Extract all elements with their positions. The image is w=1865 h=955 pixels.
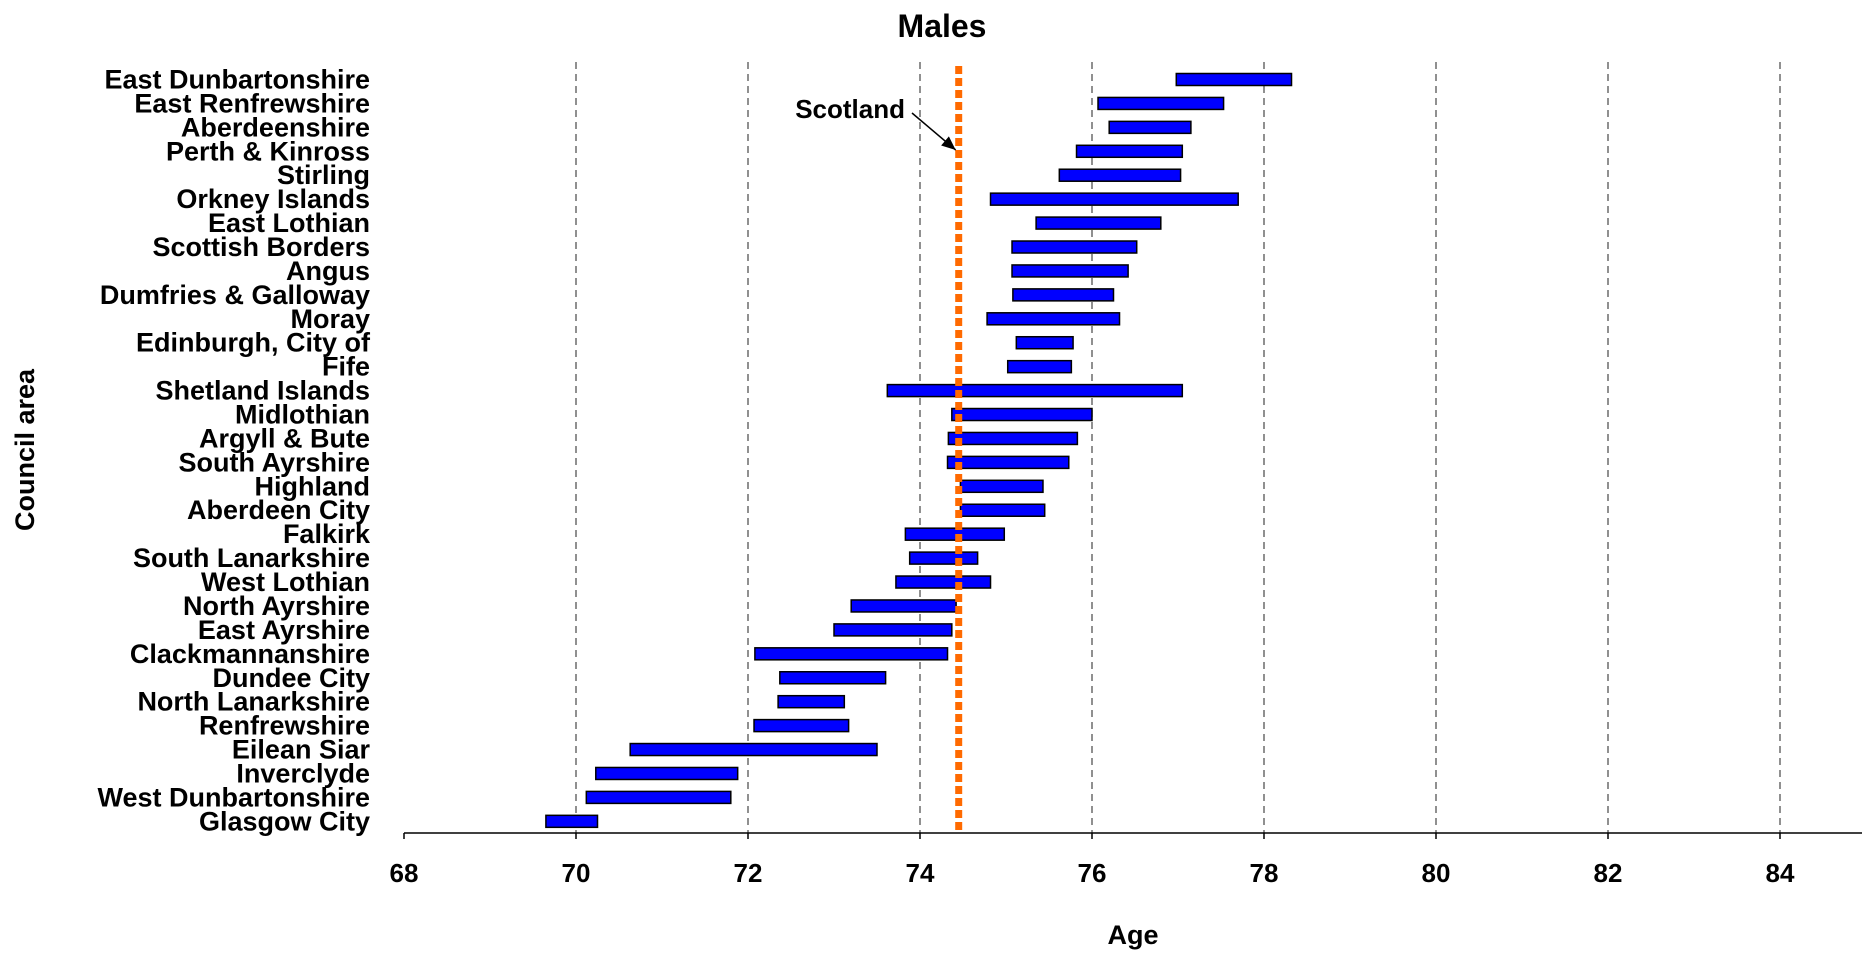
x-tick-label: 84	[1766, 858, 1795, 888]
bars	[545, 72, 1293, 829]
category-label: East Renfrewshire	[134, 88, 370, 118]
range-bar	[850, 599, 957, 613]
chart-title: Males	[898, 8, 987, 44]
range-bar	[986, 312, 1121, 326]
x-axis-title: Age	[1107, 920, 1158, 950]
category-label: Perth & Kinross	[166, 136, 370, 166]
range-bar	[1108, 120, 1192, 135]
category-label: South Lanarkshire	[133, 543, 370, 573]
reference-line-group: Scotland	[795, 66, 963, 830]
category-label: Eilean Siar	[232, 735, 371, 765]
category-label: Edinburgh, City of	[136, 328, 371, 358]
range-bar	[585, 790, 732, 805]
range-bar	[895, 575, 992, 589]
range-bar	[629, 742, 878, 757]
x-tick-label: 72	[734, 858, 763, 888]
range-bar	[946, 455, 1070, 470]
range-bar	[1015, 335, 1074, 350]
range-bar	[1006, 359, 1073, 374]
category-label: Argyll & Bute	[199, 423, 370, 453]
range-bar	[833, 623, 953, 637]
category-label: Moray	[290, 304, 370, 334]
range-bar	[1012, 288, 1115, 302]
category-label: Orkney Islands	[176, 184, 370, 214]
x-tick-label: 74	[906, 858, 935, 888]
category-label: Midlothian	[235, 400, 370, 430]
gridlines	[575, 62, 1781, 833]
range-bar	[989, 192, 1239, 206]
range-bar	[904, 527, 1006, 541]
x-tick-label: 76	[1078, 858, 1107, 888]
range-bar	[1175, 72, 1293, 87]
category-label: Renfrewshire	[199, 711, 370, 741]
x-tick-label: 78	[1250, 858, 1279, 888]
category-label: North Lanarkshire	[137, 687, 370, 717]
category-label: Angus	[286, 256, 370, 286]
y-axis-title: Council area	[10, 368, 40, 531]
range-bar	[1011, 264, 1129, 278]
category-label: South Ayrshire	[178, 447, 370, 477]
reference-line-label: Scotland	[795, 94, 905, 124]
range-bar	[779, 671, 887, 685]
range-bar	[959, 503, 1046, 517]
category-label: West Dunbartonshire	[97, 782, 370, 812]
range-bar	[1011, 240, 1138, 254]
range-bar	[959, 479, 1044, 494]
category-label: Dumfries & Galloway	[100, 280, 370, 310]
category-label: East Dunbartonshire	[104, 65, 370, 95]
range-bar	[595, 766, 739, 781]
x-tick-label: 68	[390, 858, 419, 888]
category-label: Clackmannanshire	[130, 639, 370, 669]
category-label: Stirling	[277, 160, 370, 190]
category-label: Glasgow City	[199, 806, 370, 836]
range-bar	[1075, 144, 1184, 159]
category-label: Dundee City	[212, 663, 370, 693]
category-label: North Ayrshire	[183, 591, 370, 621]
range-bar	[545, 814, 599, 829]
category-label: East Ayrshire	[198, 615, 370, 645]
category-label: Aberdeenshire	[181, 112, 370, 142]
category-label: Falkirk	[283, 519, 371, 549]
category-label: Inverclyde	[236, 758, 370, 788]
category-label: Fife	[322, 352, 370, 382]
range-bar	[886, 383, 1184, 398]
category-label: East Lothian	[208, 208, 370, 238]
range-bar	[947, 431, 1079, 446]
x-axis-ticks: 68 70 72 74 76 78 80 82 84	[390, 833, 1795, 888]
range-bar	[1058, 168, 1182, 182]
range-bar	[1097, 96, 1225, 111]
range-bar	[753, 718, 850, 733]
range-bar	[777, 694, 846, 709]
category-label: Highland	[255, 471, 371, 501]
category-label: Scottish Borders	[152, 232, 370, 262]
range-bar	[1035, 216, 1162, 230]
x-tick-label: 70	[562, 858, 591, 888]
range-bar	[908, 551, 979, 565]
category-label: Shetland Islands	[155, 376, 370, 406]
category-label: West Lothian	[201, 567, 370, 597]
x-tick-label: 80	[1422, 858, 1451, 888]
range-bar	[754, 647, 949, 661]
x-tick-label: 82	[1594, 858, 1623, 888]
category-label: Aberdeen City	[187, 495, 370, 525]
range-bar	[951, 407, 1093, 422]
annotation-arrowhead	[941, 136, 956, 150]
